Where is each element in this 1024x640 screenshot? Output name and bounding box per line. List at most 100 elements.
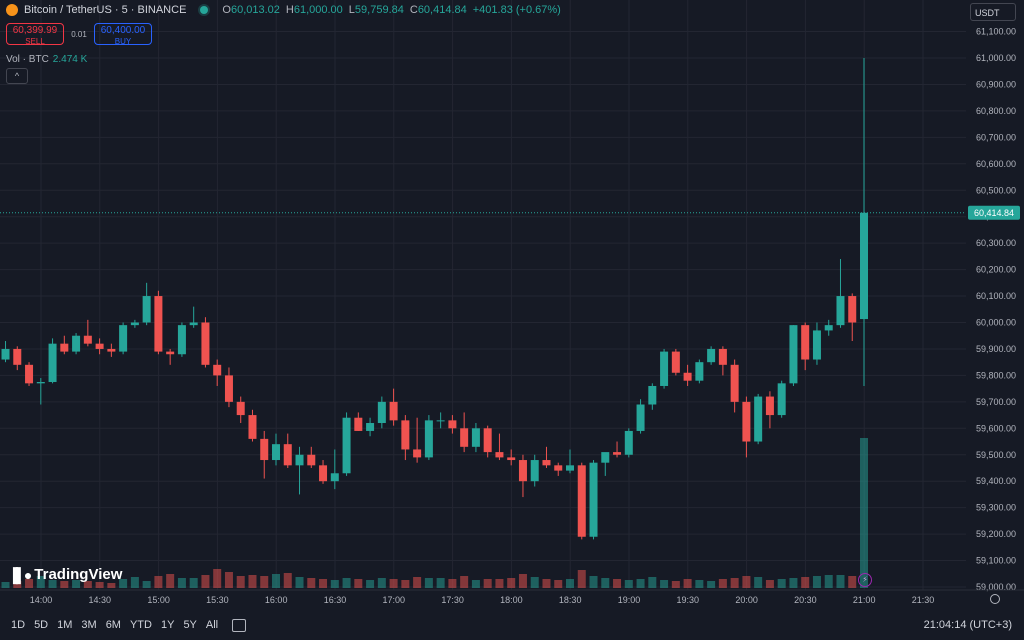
candle-body: [307, 454, 316, 466]
high-label: H: [285, 4, 294, 16]
x-tick-label: 17:00: [383, 595, 406, 605]
candle-body: [542, 460, 551, 466]
volume-bar: [613, 579, 622, 588]
volume-bar: [801, 577, 810, 588]
x-tick-label: 16:00: [265, 595, 288, 605]
range-selector: 1D 5D 1M 3M 6M YTD 1Y 5Y All: [11, 619, 218, 631]
x-tick-label: 19:00: [618, 595, 641, 605]
volume-bar: [671, 581, 680, 588]
candle-body: [601, 452, 610, 463]
x-tick-label: 21:00: [853, 595, 876, 605]
volume-bar: [377, 578, 386, 588]
candle-body: [201, 322, 210, 365]
candle-body: [530, 460, 539, 482]
candle-body: [742, 401, 751, 442]
y-tick-label: 60,600.00: [976, 159, 1016, 169]
low-value: 59,759.84: [354, 4, 404, 16]
buy-price: 60,400.00: [100, 25, 146, 36]
lightning-icon[interactable]: ⚡: [858, 573, 872, 587]
candle-body: [648, 385, 657, 405]
volume-bar: [330, 580, 339, 588]
y-tick-label: 60,100.00: [976, 291, 1016, 301]
volume-legend: Vol · BTC 2.474 K: [6, 54, 87, 65]
range-1m[interactable]: 1M: [57, 619, 73, 631]
x-tick-label: 14:30: [89, 595, 112, 605]
volume-bar: [48, 580, 57, 588]
volume-bar: [530, 577, 539, 588]
volume-bar: [60, 581, 69, 588]
symbol-title[interactable]: Bitcoin / TetherUS · 5 · BINANCE: [24, 4, 187, 16]
candle-body: [260, 438, 269, 461]
range-3m[interactable]: 3M: [81, 619, 97, 631]
volume-bar: [624, 580, 633, 588]
trade-panel: 60,399.99 SELL 0.01 60,400.00 BUY: [6, 23, 152, 46]
candle-body: [248, 415, 257, 439]
candle-body: [366, 423, 375, 431]
currency-selector[interactable]: USDT: [970, 3, 1016, 21]
y-tick-label: 59,500.00: [976, 450, 1016, 460]
candle-body: [401, 420, 410, 450]
clock[interactable]: 21:04:14 (UTC+3): [923, 619, 1012, 631]
volume-bar: [83, 581, 92, 588]
volume-bar: [283, 573, 292, 588]
y-tick-label: 60,000.00: [976, 318, 1016, 328]
candle-body: [777, 383, 786, 416]
range-all[interactable]: All: [205, 619, 219, 631]
calendar-icon[interactable]: [232, 618, 247, 632]
candle-body: [389, 401, 398, 421]
volume-bar: [601, 578, 610, 588]
candle-body: [1, 348, 10, 360]
y-tick-label: 60,900.00: [976, 79, 1016, 89]
volume-bar: [72, 580, 81, 588]
y-tick-label: 60,500.00: [976, 185, 1016, 195]
candle-body: [319, 465, 328, 482]
sell-button[interactable]: 60,399.99 SELL: [6, 23, 64, 46]
range-5d[interactable]: 5D: [34, 619, 49, 631]
candle-body: [448, 420, 457, 429]
range-1d[interactable]: 1D: [11, 619, 26, 631]
range-5y[interactable]: 5Y: [183, 619, 197, 631]
volume-bar: [366, 580, 375, 588]
volume-bar: [718, 579, 727, 588]
x-tick-label: 20:30: [794, 595, 817, 605]
volume-bar: [1, 582, 10, 588]
tradingview-logo[interactable]: ▐▌● TradingView: [8, 566, 122, 583]
volume-bar: [154, 576, 163, 588]
lot-size[interactable]: 0.01: [71, 29, 87, 39]
candle-body: [36, 382, 45, 384]
volume-bar: [260, 576, 269, 588]
candle-body: [154, 296, 163, 352]
candle-body: [107, 348, 116, 352]
tradingview-icon: ▐▌●: [8, 566, 32, 583]
range-1y[interactable]: 1Y: [160, 619, 175, 631]
candle-body: [13, 348, 22, 365]
y-tick-label: 59,300.00: [976, 503, 1016, 513]
chevron-up-icon[interactable]: ^: [6, 68, 28, 84]
y-tick-label: 60,300.00: [976, 238, 1016, 248]
range-6m[interactable]: 6M: [105, 619, 121, 631]
candlestick-chart[interactable]: 59,000.00 59,100.00 59,200.00 59,300.00 59,4…: [0, 0, 1024, 610]
range-ytd[interactable]: YTD: [129, 619, 152, 631]
candle-body: [836, 296, 845, 326]
buy-button[interactable]: 60,400.00 BUY: [94, 23, 152, 46]
x-tick-label: 18:30: [559, 595, 582, 605]
y-tick-label: 59,800.00: [976, 370, 1016, 380]
candle-body: [142, 296, 151, 323]
low-label: L: [348, 4, 355, 16]
x-tick-label: 18:00: [500, 595, 523, 605]
volume-bar: [319, 579, 328, 588]
volume-bar: [424, 578, 433, 588]
settings-icon[interactable]: [990, 594, 1000, 604]
volume-bar: [577, 570, 586, 588]
y-tick-label: 60,800.00: [976, 106, 1016, 116]
volume-bar: [389, 579, 398, 588]
volume-bar: [836, 575, 845, 588]
volume-bar: [460, 576, 469, 588]
candle-body: [848, 296, 857, 323]
candle-body: [577, 465, 586, 537]
y-tick-label: 59,900.00: [976, 344, 1016, 354]
candle-body: [354, 417, 363, 431]
chart-legend: Bitcoin / TetherUS · 5 · BINANCE O60,013…: [6, 4, 561, 16]
candle-body: [83, 335, 92, 344]
candle-body: [72, 335, 81, 352]
